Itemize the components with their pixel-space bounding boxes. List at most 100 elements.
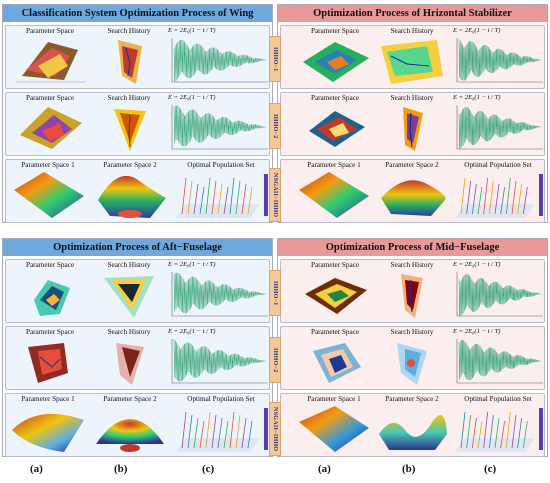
parameter-space-1-plot: Parameter Space 1 — [295, 395, 373, 457]
optimal-population-plot: Optimal Population Set — [172, 395, 270, 457]
tag-nsgaii-ihho: NSGAII−IHHO — [269, 168, 281, 222]
search-history-plot: Search History — [377, 27, 447, 89]
plot-label: Search History — [390, 27, 434, 35]
plot-label: Parameter Space 2 — [103, 161, 157, 169]
population-line — [211, 414, 217, 449]
parameter-space-1-plot: Parameter Space 1 — [8, 395, 88, 457]
population-line — [483, 411, 489, 449]
population-line — [193, 417, 199, 449]
search-history-plot: Search History — [377, 94, 447, 156]
tag-ihho-2: IHHO−2 — [269, 103, 281, 149]
plot-label: Optimal Population Set — [464, 395, 532, 403]
subfigure-label-c: (c) — [202, 463, 215, 475]
search-history-plot: Search History — [96, 27, 162, 89]
subfigure-label-a: (a) — [30, 463, 43, 475]
optimal-population-plot: Optimal Population Set — [451, 161, 545, 223]
colorbar — [264, 174, 268, 216]
tag-ihho-1: IHHO−1 — [269, 36, 281, 82]
population-line — [187, 180, 193, 215]
population-line — [488, 180, 494, 215]
parameter-space-2-plot: Parameter Space 2 — [375, 161, 449, 223]
population-line — [505, 177, 511, 215]
plot-axes — [456, 339, 543, 384]
population-line — [460, 411, 466, 449]
plot-label: Parameter Space 2 — [103, 395, 157, 403]
row-nsgaii-ihho: Parameter Space 1 Parameter Space 2 Opti… — [5, 159, 270, 223]
plot-label: Search History — [390, 94, 434, 102]
plot-label: Parameter Space — [25, 328, 75, 336]
plot-label: Search History — [107, 261, 151, 269]
parameter-space-1-plot: Parameter Space 1 — [295, 161, 373, 223]
population-line — [522, 186, 528, 215]
population-line — [488, 414, 494, 449]
population-line — [217, 183, 223, 215]
population-line — [471, 183, 477, 215]
search-history-plot: Search History — [96, 94, 162, 156]
parameter-space-plot: Parameter Space — [8, 94, 92, 156]
row-nsgaii-ihho: Parameter Space 1 Parameter Space 2 Opti… — [280, 393, 545, 457]
energy-equation: E = 2E₀(1 − t / T) — [453, 94, 501, 101]
search-history-plot: Search History — [96, 261, 162, 323]
parameter-space-plot: Parameter Space — [295, 27, 375, 89]
population-line — [223, 420, 229, 449]
population-line — [211, 180, 217, 215]
search-history-plot: Search History — [377, 328, 447, 390]
escape-energy-line — [173, 39, 267, 82]
plot-label: Parameter Space 1 — [307, 395, 361, 403]
row-ihho-1: Parameter Space Search History E = 2E₀(1… — [280, 25, 545, 89]
population-line — [181, 177, 187, 215]
energy-equation: E = 2E₀(1 − t / T) — [453, 261, 501, 268]
population-line — [494, 183, 500, 215]
panel-title: Optimization Process of Mid−Fuselage — [278, 239, 547, 256]
plot-label: Parameter Space — [310, 94, 360, 102]
population-line — [517, 183, 523, 215]
population-line — [477, 420, 483, 449]
escape-energy-line — [173, 339, 267, 382]
population-line — [235, 180, 241, 215]
colorbar — [539, 408, 543, 450]
row-ihho-1: Parameter Space Search History E = 2E₀(1… — [5, 25, 270, 89]
tag-ihho-2: IHHO−2 — [269, 337, 281, 383]
colorbar — [264, 408, 268, 450]
plot-label: Optimal Population Set — [187, 395, 255, 403]
population-line — [477, 186, 483, 215]
parameter-space-plot: Parameter Space — [8, 27, 92, 89]
plot-label: Parameter Space — [310, 261, 360, 269]
population-line — [205, 177, 211, 215]
plot-axes — [456, 272, 543, 317]
plot-label: Search History — [390, 261, 434, 269]
plot-label: Parameter Space — [310, 328, 360, 336]
plot-label: Parameter Space 2 — [385, 161, 439, 169]
row-ihho-2: Parameter Space Search History E = 2E₀(1… — [280, 92, 545, 156]
energy-equation: E = 2E₀(1 − t / T) — [168, 94, 216, 101]
plot-axes — [171, 105, 268, 150]
population-line — [517, 417, 523, 449]
optimal-population-plot: Optimal Population Set — [451, 395, 545, 457]
row-ihho-2: Parameter Space Search History E = 2E₀(1… — [5, 92, 270, 156]
population-line — [483, 177, 489, 215]
row-ihho-1: Parameter Space Search History E = 2E₀(1… — [5, 259, 270, 323]
tag-ihho-1: IHHO−1 — [269, 270, 281, 316]
convergence-plot: E = 2E₀(1 − t / T) — [451, 261, 545, 323]
population-line — [205, 411, 211, 449]
parameter-space-2-plot: Parameter Space 2 — [375, 395, 449, 457]
population-line — [500, 420, 506, 449]
population-line — [466, 180, 472, 215]
panel-title: Optimization Process of Aft−Fuselage — [3, 239, 272, 256]
plot-axes — [171, 272, 268, 317]
plot-axes — [171, 339, 268, 384]
energy-equation: E = 2E₀(1 − t / T) — [453, 27, 501, 34]
convergence-plot: E = 2E₀(1 − t / T) — [166, 261, 270, 323]
plot-label: Parameter Space 2 — [385, 395, 439, 403]
parameter-space-plot: Parameter Space — [295, 94, 375, 156]
parameter-space-1-plot: Parameter Space 1 — [8, 161, 88, 223]
optimal-population-plot: Optimal Population Set — [172, 161, 270, 223]
plot-label: Optimal Population Set — [464, 161, 532, 169]
plot-label: Parameter Space — [310, 27, 360, 35]
colorbar — [539, 174, 543, 216]
convergence-plot: E = 2E₀(1 − t / T) — [166, 328, 270, 390]
parameter-space-plot: Parameter Space — [295, 261, 375, 323]
parameter-space-plot: Parameter Space — [295, 328, 375, 390]
escape-energy-line — [458, 339, 542, 381]
population-line — [466, 414, 472, 449]
